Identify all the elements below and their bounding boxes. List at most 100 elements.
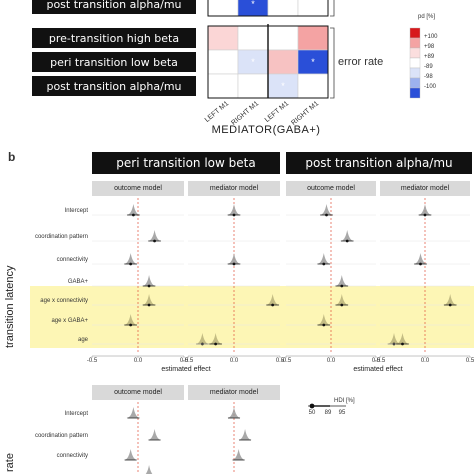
top-bracket: [330, 0, 335, 17]
header-mediator-1: mediator model: [188, 181, 280, 196]
posterior-density: [395, 333, 410, 344]
point-estimate: [401, 342, 404, 346]
posterior-density: [265, 294, 280, 305]
point-estimate: [325, 213, 328, 217]
posterior-density: [334, 294, 349, 305]
posterior-density: [316, 314, 331, 325]
hdi-legend: [308, 403, 346, 409]
point-estimate: [147, 303, 151, 307]
posterior-density-bottom: [147, 429, 162, 440]
legend-tick: -89: [424, 63, 433, 70]
heatmap-cell: [297, 73, 329, 99]
significance-star: *: [281, 81, 285, 91]
header-outcome-3: outcome model: [92, 385, 184, 400]
predictor-label: connectivity: [56, 257, 88, 263]
posterior-density: [227, 253, 241, 264]
mediator-label: MEDIATOR(GABA+): [211, 124, 321, 136]
heatmap-cell: [237, 49, 269, 75]
posterior-density: [142, 275, 157, 286]
y-axis-title-bottom: rate: [4, 453, 16, 472]
predictor-label-bottom: connectivity: [56, 453, 88, 459]
x-label-2: estimated effect: [353, 366, 403, 373]
hdi-tick-50: 50: [308, 410, 316, 416]
legend-tick: +89: [424, 53, 435, 60]
panel-title-peri: peri transition low beta: [92, 152, 280, 174]
header-outcome-2: outcome model: [286, 181, 376, 196]
x-tick-label: -0.5: [280, 358, 292, 364]
heatmap-cell: [297, 49, 329, 75]
point-estimate: [419, 262, 422, 266]
header-mediator-2: mediator model: [380, 181, 470, 196]
predictor-label: Intercept: [64, 208, 88, 214]
point-estimate: [271, 303, 275, 307]
predictor-label: coordination pattern: [34, 234, 88, 240]
point-estimate: [129, 262, 133, 266]
legend-tick: -100: [424, 83, 437, 90]
posterior-density: [340, 230, 355, 241]
x-tick-label: 0.5: [371, 358, 381, 364]
heatmap-cell: [267, 49, 299, 75]
posterior-density: [443, 294, 458, 305]
legend-tick: -98: [424, 73, 433, 80]
error-rate-label: error rate: [338, 56, 384, 68]
panel-title-post: post transition alpha/mu: [286, 152, 472, 174]
row-label-pre-high-beta: pre-transition high beta: [32, 28, 196, 48]
row-label-post-alpha: post transition alpha/mu: [32, 76, 196, 96]
significance-star: *: [311, 57, 315, 67]
significance-star: *: [251, 0, 255, 9]
predictor-label: GABA+: [67, 279, 88, 285]
legend-title: pd [%]: [418, 14, 436, 20]
posterior-density-bottom: [238, 429, 253, 440]
x-tick-label: -0.5: [86, 358, 98, 364]
point-estimate: [147, 284, 151, 288]
x-tick-label: 0.0: [420, 358, 430, 364]
header-outcome-1: outcome model: [92, 181, 184, 196]
panel-b-label: b: [8, 150, 16, 164]
x-tick-label: 0.0: [229, 358, 239, 364]
x-tick-label: 0.0: [326, 358, 336, 364]
point-estimate: [423, 213, 427, 217]
point-estimate: [345, 239, 349, 243]
hdi-legend-50: [309, 403, 315, 409]
predictor-label: age x GABA+: [51, 318, 88, 324]
highlight-band: [30, 286, 474, 348]
posterior-density: [418, 204, 432, 215]
significance-star: *: [251, 57, 255, 67]
point-estimate: [340, 303, 344, 307]
predictor-label: age: [77, 337, 88, 343]
hdi-title: HDI [%]: [334, 398, 355, 404]
hdi-tick-95: 95: [338, 410, 346, 416]
x-label-1: estimated effect: [161, 366, 211, 373]
posterior-density-bottom: [227, 407, 241, 418]
heatmap-cell: [297, 25, 329, 51]
posterior-density: [334, 275, 349, 286]
row-label-peri-low-beta: peri transition low beta: [32, 52, 196, 72]
error-group-border: [207, 25, 329, 99]
point-estimate: [232, 262, 236, 266]
posterior-density-bottom: [145, 465, 153, 474]
point-estimate: [129, 323, 133, 327]
row-label-post-alpha-top: post transition alpha/mu: [32, 0, 196, 14]
x-tick-label: 0.5: [179, 358, 189, 364]
posterior-density-bottom: [123, 449, 138, 460]
posterior-density: [142, 294, 157, 305]
x-tick-label: 0.0: [133, 358, 143, 364]
heatmap-cell: [237, 73, 269, 99]
posterior-density: [316, 253, 331, 264]
heatmap-cell: [237, 25, 269, 51]
predictor-label: age x connectivity: [40, 298, 88, 304]
point-estimate: [340, 284, 344, 288]
legend-tick: +98: [424, 43, 435, 50]
point-estimate: [232, 213, 236, 217]
x-tick-label: 0.5: [275, 358, 285, 364]
posterior-density: [319, 204, 334, 215]
posterior-density: [208, 333, 223, 344]
heatmap-cell: [207, 73, 239, 99]
legend-tick: +100: [424, 33, 438, 40]
point-estimate: [153, 239, 156, 243]
posterior-density-bottom: [231, 449, 246, 460]
hdi-tick-89: 89: [324, 410, 332, 416]
x-tick-label: 0.5: [465, 358, 474, 364]
x-tick-label: -0.5: [374, 358, 386, 364]
